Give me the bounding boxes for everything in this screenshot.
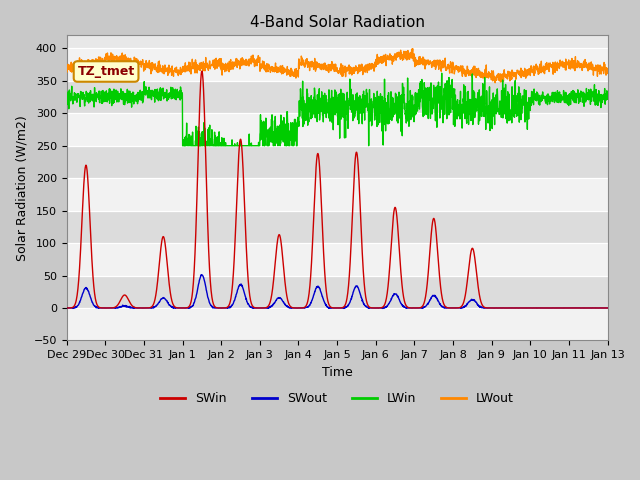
Bar [67, 113, 607, 146]
Bar [67, 178, 607, 211]
Bar [67, 48, 607, 81]
Bar [67, 211, 607, 243]
Title: 4-Band Solar Radiation: 4-Band Solar Radiation [250, 15, 424, 30]
Bar [67, 276, 607, 308]
Y-axis label: Solar Radiation (W/m2): Solar Radiation (W/m2) [15, 115, 28, 261]
X-axis label: Time: Time [322, 366, 353, 379]
Text: TZ_tmet: TZ_tmet [77, 65, 135, 78]
Bar [67, 146, 607, 178]
Bar [67, 81, 607, 113]
Bar [67, 308, 607, 340]
Bar [67, 243, 607, 276]
Legend: SWin, SWout, LWin, LWout: SWin, SWout, LWin, LWout [156, 387, 519, 410]
